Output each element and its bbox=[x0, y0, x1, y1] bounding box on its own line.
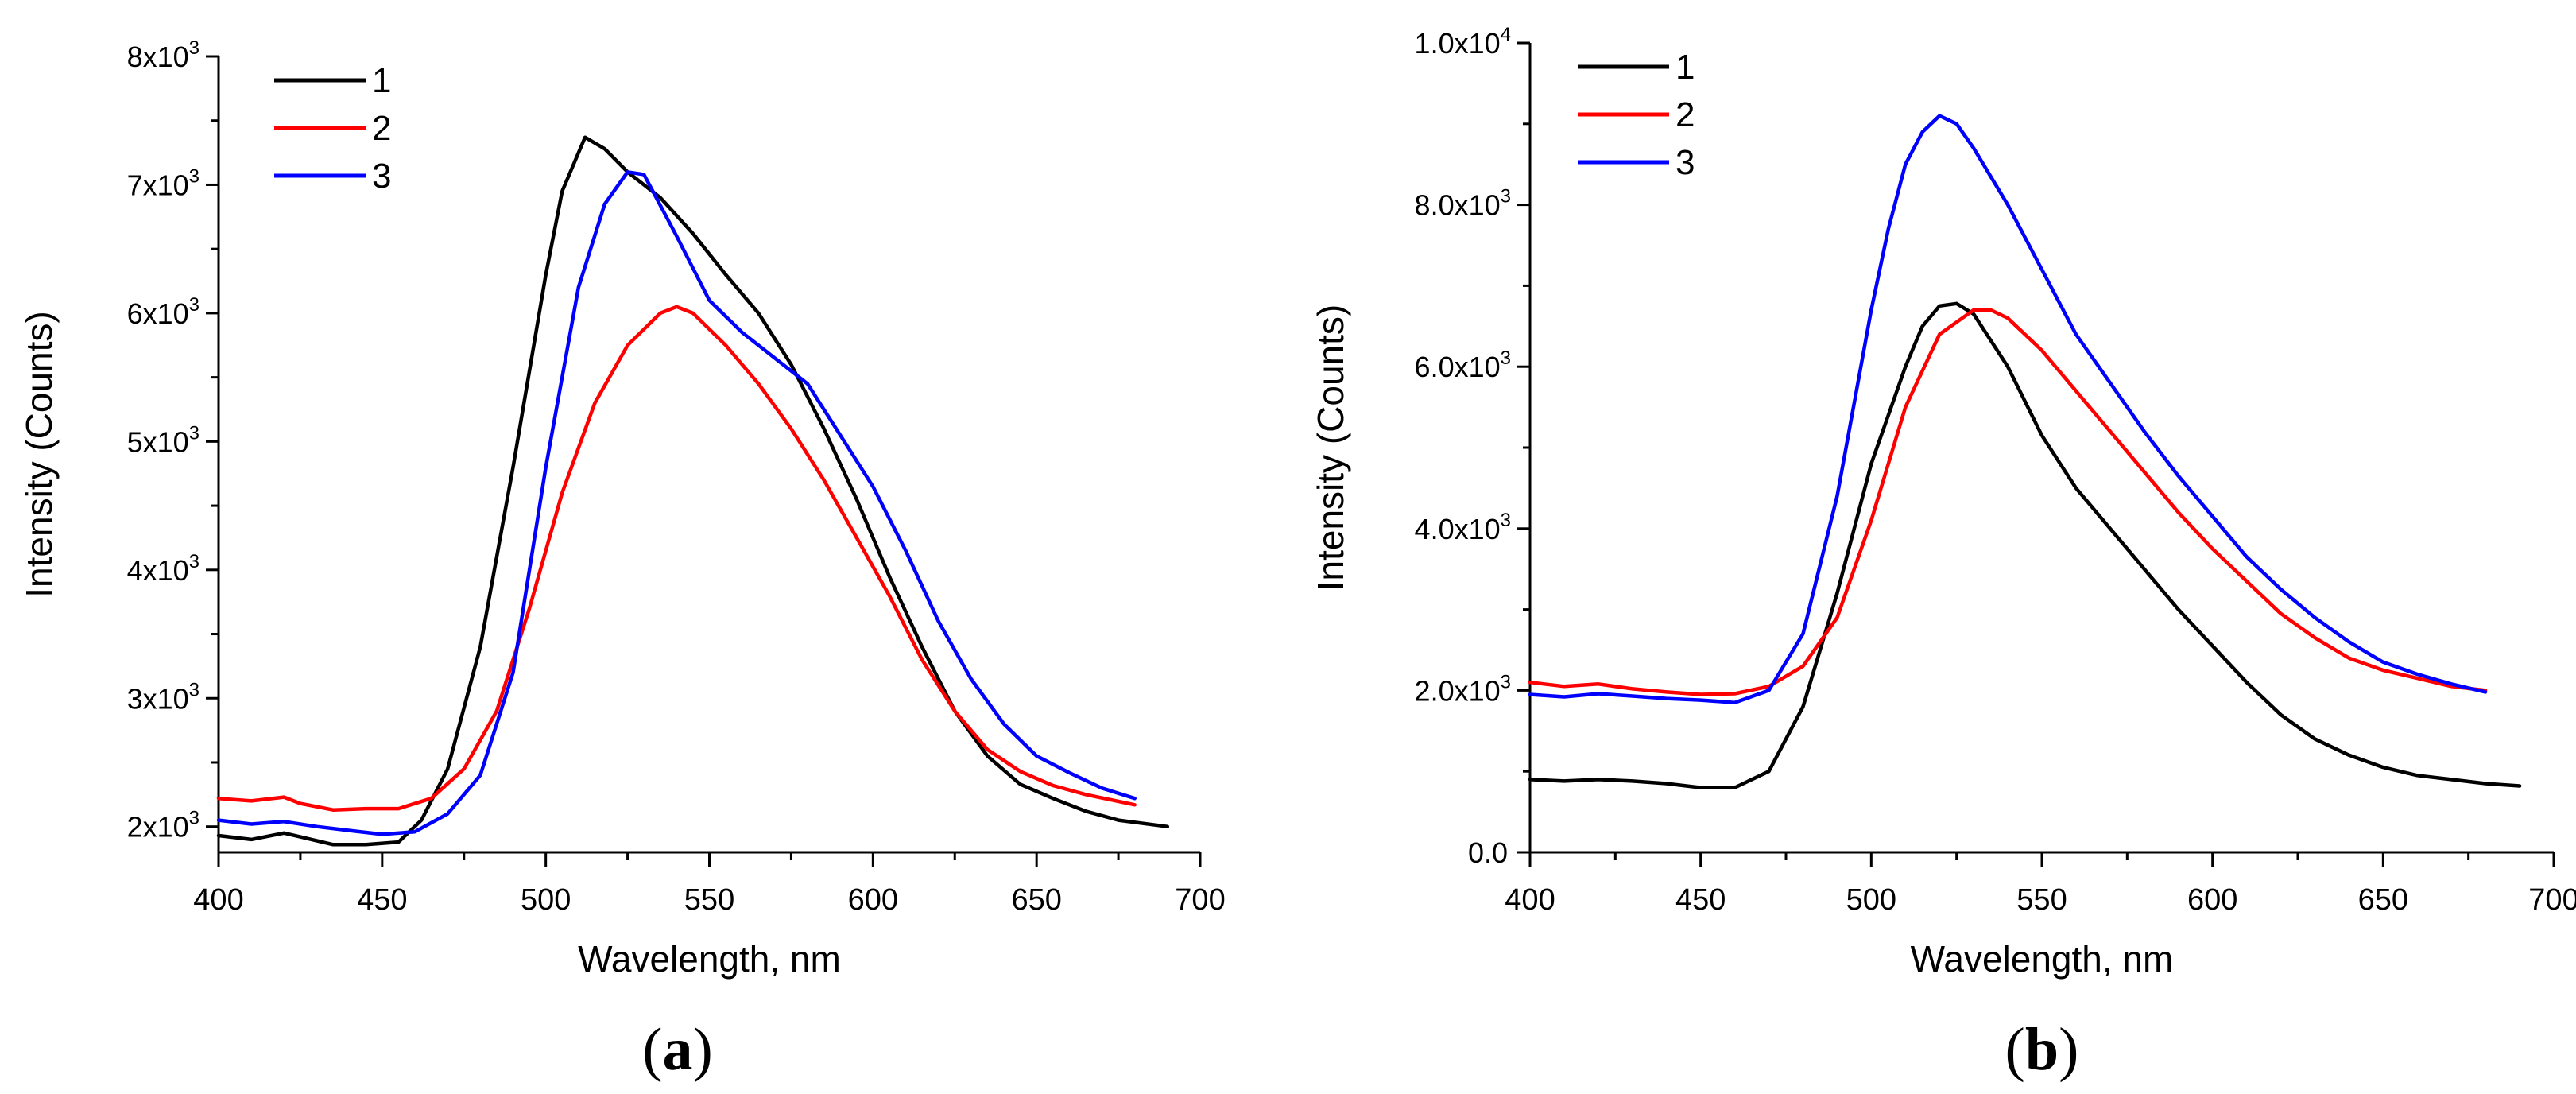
y-tick-label: 0.0 bbox=[1468, 836, 1508, 869]
legend-label-1: 1 bbox=[372, 61, 391, 100]
x-tick-label: 650 bbox=[1011, 883, 1061, 917]
legend-label-3: 3 bbox=[1675, 143, 1695, 182]
x-tick-label: 450 bbox=[357, 883, 407, 917]
x-tick-label: 600 bbox=[848, 883, 898, 917]
legend-label-3: 3 bbox=[372, 157, 391, 196]
legend: 1 2 3 bbox=[274, 61, 391, 196]
x-tick-label: 700 bbox=[2528, 883, 2576, 917]
y-tick-label: 8.0x103 bbox=[1415, 186, 1511, 222]
legend: 1 2 3 bbox=[1578, 48, 1695, 182]
y-tick-label: 1.0x104 bbox=[1415, 24, 1511, 60]
y-axis-label: Intensity (Counts) bbox=[18, 311, 60, 597]
y-tick-label: 4x103 bbox=[127, 551, 199, 587]
y-tick-label: 8x103 bbox=[127, 37, 199, 73]
y-axis-label: Intensity (Counts) bbox=[1310, 305, 1351, 591]
x-tick-label: 550 bbox=[2016, 883, 2067, 917]
x-axis-label: Wavelength, nm bbox=[1911, 938, 2174, 980]
chart-panel-b: 400 450 500 550 600 650 700 0.0 2.0x103 4.0x103 6.… bbox=[1310, 24, 2576, 1083]
y-tick-label: 2.0x103 bbox=[1415, 671, 1511, 707]
y-tick-label: 7x103 bbox=[127, 165, 199, 201]
y-tick-label: 5x103 bbox=[127, 422, 199, 458]
y-tick-label: 3x103 bbox=[127, 679, 199, 715]
x-tick-label: 400 bbox=[1505, 883, 1555, 917]
x-tick-label: 600 bbox=[2187, 883, 2237, 917]
x-tick-label: 500 bbox=[1846, 883, 1896, 917]
panel-label-b: (b) bbox=[2005, 1016, 2079, 1083]
x-tick-label: 450 bbox=[1675, 883, 1726, 917]
legend-label-2: 2 bbox=[1675, 95, 1695, 134]
x-axis-label: Wavelength, nm bbox=[578, 938, 841, 980]
legend-label-2: 2 bbox=[372, 109, 391, 148]
y-tick-label: 6x103 bbox=[127, 294, 199, 330]
series-line-2 bbox=[1528, 308, 2488, 696]
series-line-1 bbox=[216, 135, 1170, 847]
panel-label-a: (a) bbox=[642, 1016, 713, 1083]
chart-panel-a: 400 450 500 550 600 650 700 2x103 3x103 4x103 5x10… bbox=[18, 37, 1226, 1083]
series-line-1 bbox=[1528, 301, 2522, 789]
x-tick-label: 700 bbox=[1175, 883, 1225, 917]
x-tick-label: 500 bbox=[521, 883, 571, 917]
x-tick-label: 400 bbox=[193, 883, 243, 917]
x-tick-label: 650 bbox=[2358, 883, 2408, 917]
series-line-2 bbox=[216, 305, 1137, 812]
legend-label-1: 1 bbox=[1675, 48, 1695, 87]
series-line-3 bbox=[1528, 114, 2488, 704]
y-tick-label: 4.0x103 bbox=[1415, 510, 1511, 545]
y-tick-label: 2x103 bbox=[127, 808, 199, 844]
series-line-3 bbox=[216, 170, 1137, 836]
y-tick-label: 6.0x103 bbox=[1415, 347, 1511, 383]
x-tick-label: 550 bbox=[684, 883, 734, 917]
